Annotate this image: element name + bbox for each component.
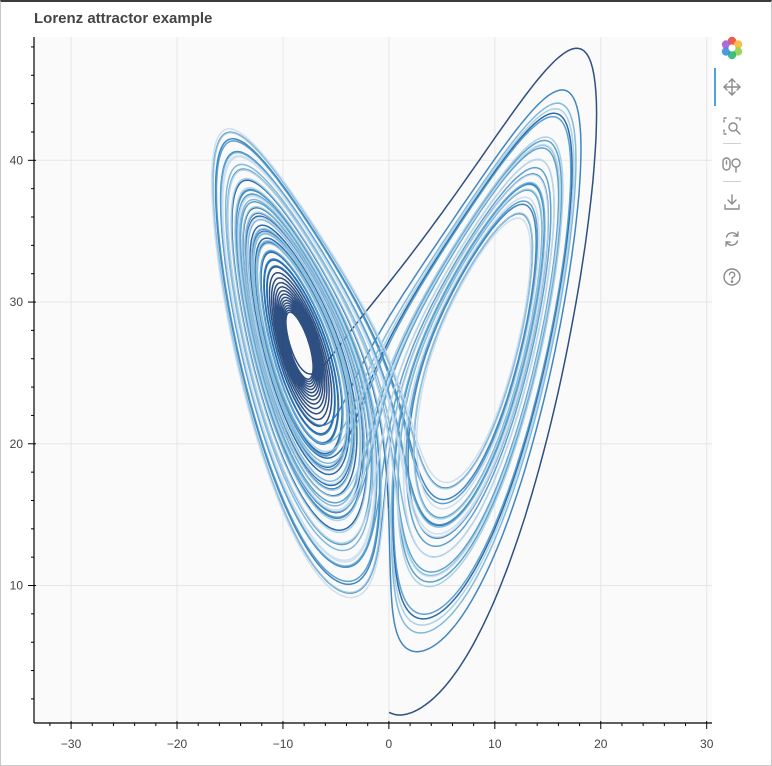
chart-title: Lorenz attractor example — [34, 10, 213, 27]
axes: −30 −20 −10 0 10 20 30 10 20 30 40 — [10, 37, 714, 751]
lorenz-series-6 — [212, 108, 575, 626]
series-group — [210, 47, 598, 716]
x-tick-label: −20 — [167, 737, 188, 751]
lorenz-series-1 — [266, 47, 598, 716]
box-zoom-icon[interactable] — [720, 114, 744, 138]
save-icon[interactable] — [720, 190, 744, 214]
y-tick-label: 20 — [10, 437, 24, 451]
grid — [34, 37, 712, 723]
wheel-zoom-icon[interactable] — [720, 152, 744, 176]
active-tool-indicator — [714, 68, 716, 106]
y-tick-label: 10 — [10, 579, 24, 593]
lorenz-series-5 — [220, 102, 577, 634]
bokeh-logo-icon — [720, 36, 744, 60]
x-tick-label: 10 — [488, 737, 502, 751]
y-tick-label: 30 — [10, 295, 24, 309]
x-tick-label: 0 — [386, 737, 393, 751]
x-tick-label: 20 — [594, 737, 608, 751]
x-tick-label: −10 — [273, 737, 294, 751]
lorenz-series-4 — [215, 115, 572, 615]
toolbar-separator — [723, 143, 741, 144]
reset-icon[interactable] — [720, 227, 744, 251]
y-tick-label: 40 — [10, 153, 24, 167]
help-icon[interactable] — [720, 265, 744, 289]
pan-icon[interactable] — [720, 75, 744, 99]
toolbar-separator — [723, 181, 741, 182]
x-tick-label: 30 — [700, 737, 714, 751]
lorenz-series-7 — [210, 128, 561, 599]
x-tick-label: −30 — [61, 737, 82, 751]
